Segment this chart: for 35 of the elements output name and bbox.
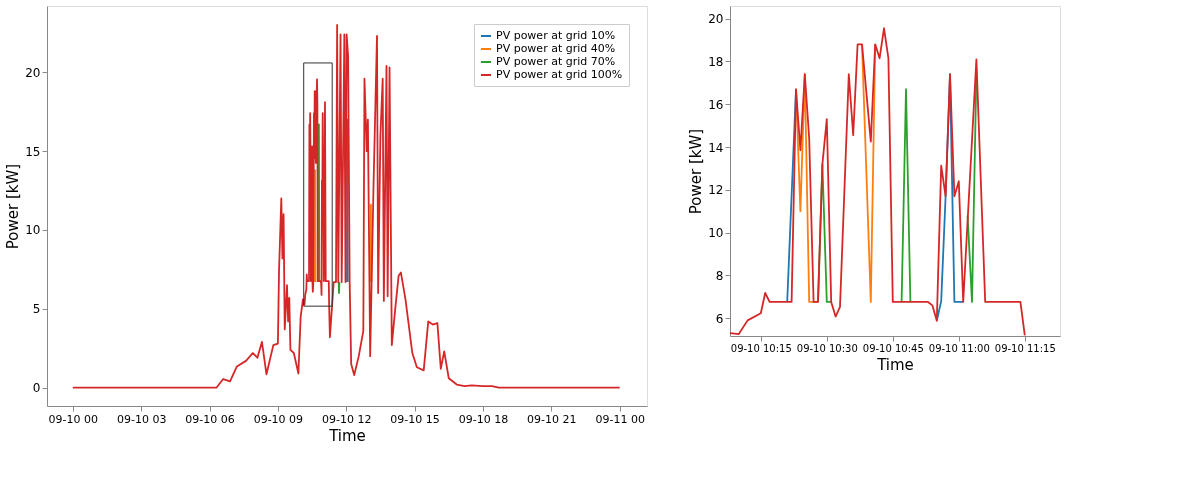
y-tick-label: 20 [25, 65, 41, 80]
y-axis-title: Power [kW] [4, 163, 23, 250]
y-tick-label: 6 [715, 311, 724, 326]
y-tick-label: 20 [708, 12, 724, 27]
legend-label: PV power at grid 100% [496, 68, 623, 81]
y-tick-label: 12 [708, 183, 724, 198]
y-tick-label: 14 [708, 140, 724, 155]
x-tick-label: 09-10 09 [253, 412, 304, 426]
x-tick-label: 09-10 10:45 [862, 342, 924, 354]
legend-label: PV power at grid 70% [496, 55, 616, 68]
x-axis-title: Time [328, 426, 366, 445]
x-axis-title: Time [876, 355, 914, 374]
x-tick-label: 09-10 12 [322, 412, 372, 426]
legend-label: PV power at grid 10% [496, 29, 616, 42]
x-tick-label: 09-10 15 [390, 412, 440, 426]
y-tick-label: 18 [708, 54, 724, 69]
y-tick-label: 15 [25, 144, 41, 159]
x-tick-label: 09-10 03 [116, 412, 167, 426]
y-tick-label: 8 [715, 268, 724, 283]
y-tick-label: 10 [708, 226, 724, 241]
x-tick-label: 09-10 06 [185, 412, 235, 426]
x-tick-label: 09-10 11:00 [928, 342, 990, 354]
y-axis-title: Power [kW] [687, 128, 706, 215]
x-tick-label: 09-10 11:15 [994, 342, 1056, 354]
x-tick-label: 09-11 00 [595, 412, 645, 426]
legend-label: PV power at grid 40% [496, 42, 616, 55]
y-tick-label: 5 [32, 302, 41, 317]
x-tick-label: 09-10 10:15 [730, 342, 792, 354]
x-tick-label: 09-10 18 [458, 412, 509, 426]
y-tick-label: 16 [708, 97, 724, 112]
x-tick-label: 09-10 10:30 [796, 342, 858, 354]
y-tick-label: 0 [32, 381, 41, 396]
x-tick-label: 09-10 00 [48, 412, 99, 426]
y-tick-label: 10 [25, 223, 41, 238]
x-tick-label: 09-10 21 [527, 412, 577, 426]
